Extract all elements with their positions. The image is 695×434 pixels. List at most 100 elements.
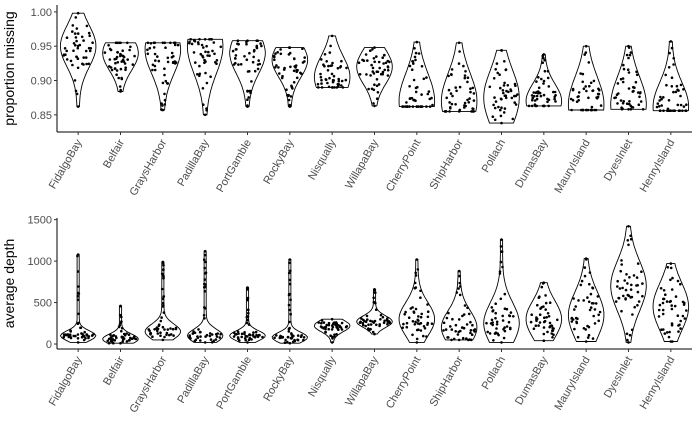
data-point xyxy=(457,287,460,290)
data-point xyxy=(422,325,426,328)
data-point xyxy=(361,58,364,62)
data-point xyxy=(458,85,462,89)
data-point xyxy=(288,282,292,286)
data-point xyxy=(675,84,679,88)
data-point xyxy=(244,338,247,342)
data-point xyxy=(553,97,556,101)
data-point xyxy=(536,303,539,307)
data-point xyxy=(156,55,159,58)
data-point-max xyxy=(415,40,419,44)
data-point xyxy=(419,329,423,332)
data-point xyxy=(215,59,219,62)
data-point xyxy=(203,58,206,62)
data-point xyxy=(85,62,88,66)
data-point xyxy=(159,331,162,335)
data-point xyxy=(544,308,547,311)
data-point xyxy=(472,92,476,95)
data-point xyxy=(201,87,205,90)
data-point xyxy=(337,79,341,83)
data-point xyxy=(543,58,546,62)
data-point xyxy=(672,57,675,60)
data-point xyxy=(664,293,667,297)
data-point xyxy=(405,101,408,104)
data-point xyxy=(154,59,157,62)
data-point xyxy=(665,300,669,303)
data-point xyxy=(679,282,682,286)
data-point xyxy=(451,317,454,321)
violin-FidalgoBay xyxy=(59,12,97,108)
data-point xyxy=(120,77,124,81)
data-point xyxy=(257,333,261,337)
data-point xyxy=(662,289,666,292)
data-point xyxy=(630,295,634,299)
data-point xyxy=(538,321,542,324)
data-point xyxy=(426,315,430,319)
y-tick-label: 0 xyxy=(46,339,52,351)
data-point xyxy=(369,74,372,77)
data-point xyxy=(112,341,115,345)
data-point xyxy=(425,105,428,108)
data-point xyxy=(450,73,453,77)
data-point xyxy=(498,73,501,76)
data-point xyxy=(381,315,385,319)
data-point xyxy=(111,334,115,338)
data-point xyxy=(527,104,531,108)
data-point xyxy=(238,339,241,342)
data-point xyxy=(617,296,620,300)
data-point xyxy=(216,332,219,335)
data-point xyxy=(245,42,248,46)
data-point xyxy=(88,34,91,38)
data-point xyxy=(247,96,250,99)
x-tick-label: MauryIsland xyxy=(552,138,592,196)
data-point xyxy=(149,42,153,45)
data-point xyxy=(172,55,175,58)
data-point xyxy=(218,336,222,339)
data-point xyxy=(193,339,197,343)
data-point xyxy=(76,270,80,273)
data-point xyxy=(620,309,623,313)
data-point xyxy=(381,70,385,74)
data-point xyxy=(444,328,448,331)
data-point xyxy=(164,46,167,49)
data-point xyxy=(661,312,665,316)
data-point xyxy=(236,330,240,333)
data-point xyxy=(502,336,506,340)
data-point xyxy=(463,304,467,307)
data-point xyxy=(593,322,597,325)
data-point xyxy=(471,107,474,110)
data-point xyxy=(540,306,543,309)
data-point xyxy=(371,330,375,334)
data-point xyxy=(552,90,555,94)
data-point xyxy=(469,329,473,332)
data-point xyxy=(413,47,416,50)
data-point xyxy=(417,315,420,318)
data-point xyxy=(488,332,492,335)
data-point xyxy=(591,286,595,290)
data-point xyxy=(294,66,297,69)
data-point xyxy=(232,63,236,66)
data-point xyxy=(597,319,600,323)
data-point xyxy=(275,334,278,337)
data-point-max xyxy=(76,253,80,256)
data-point xyxy=(492,339,495,342)
data-point xyxy=(668,51,671,55)
y-tick-label: 0.95 xyxy=(31,41,52,53)
data-point xyxy=(188,40,191,44)
data-point xyxy=(319,75,323,79)
data-point xyxy=(463,74,467,77)
data-point xyxy=(666,266,670,269)
data-point xyxy=(670,307,674,311)
data-point xyxy=(542,56,545,60)
data-point xyxy=(374,308,378,312)
data-point xyxy=(317,321,321,324)
data-point xyxy=(445,96,449,100)
data-point xyxy=(77,285,80,288)
data-point xyxy=(540,285,544,289)
data-point-max xyxy=(161,41,165,45)
data-point xyxy=(371,48,374,51)
data-point xyxy=(614,300,618,303)
data-point xyxy=(157,323,161,327)
data-point xyxy=(667,66,671,69)
data-point xyxy=(590,105,594,109)
